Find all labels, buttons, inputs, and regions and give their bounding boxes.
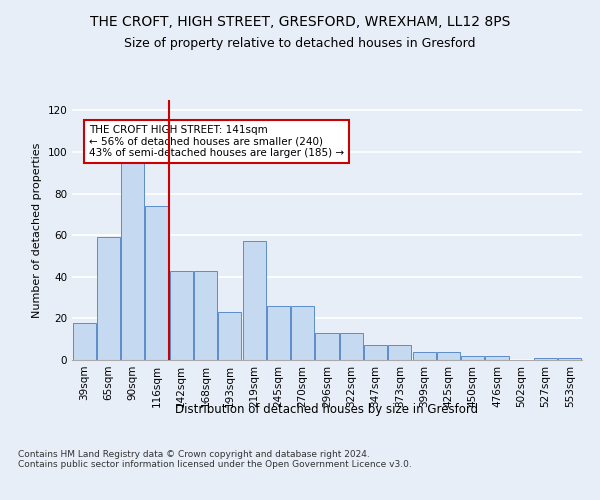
Bar	[461, 356, 484, 360]
Bar	[145, 206, 169, 360]
Bar	[364, 346, 387, 360]
Bar	[73, 322, 95, 360]
Bar	[97, 238, 120, 360]
Bar	[194, 270, 217, 360]
Bar	[316, 333, 338, 360]
Y-axis label: Number of detached properties: Number of detached properties	[32, 142, 42, 318]
Bar	[388, 346, 412, 360]
Bar	[242, 242, 266, 360]
Bar	[413, 352, 436, 360]
Bar	[534, 358, 557, 360]
Text: Distribution of detached houses by size in Gresford: Distribution of detached houses by size …	[175, 402, 479, 415]
Bar	[267, 306, 290, 360]
Text: Contains HM Land Registry data © Crown copyright and database right 2024.
Contai: Contains HM Land Registry data © Crown c…	[18, 450, 412, 469]
Bar	[437, 352, 460, 360]
Bar	[340, 333, 363, 360]
Bar	[170, 270, 193, 360]
Bar	[291, 306, 314, 360]
Bar	[485, 356, 509, 360]
Bar	[121, 156, 144, 360]
Text: THE CROFT, HIGH STREET, GRESFORD, WREXHAM, LL12 8PS: THE CROFT, HIGH STREET, GRESFORD, WREXHA…	[90, 15, 510, 29]
Text: THE CROFT HIGH STREET: 141sqm
← 56% of detached houses are smaller (240)
43% of : THE CROFT HIGH STREET: 141sqm ← 56% of d…	[89, 125, 344, 158]
Bar	[559, 358, 581, 360]
Text: Size of property relative to detached houses in Gresford: Size of property relative to detached ho…	[124, 38, 476, 51]
Bar	[218, 312, 241, 360]
